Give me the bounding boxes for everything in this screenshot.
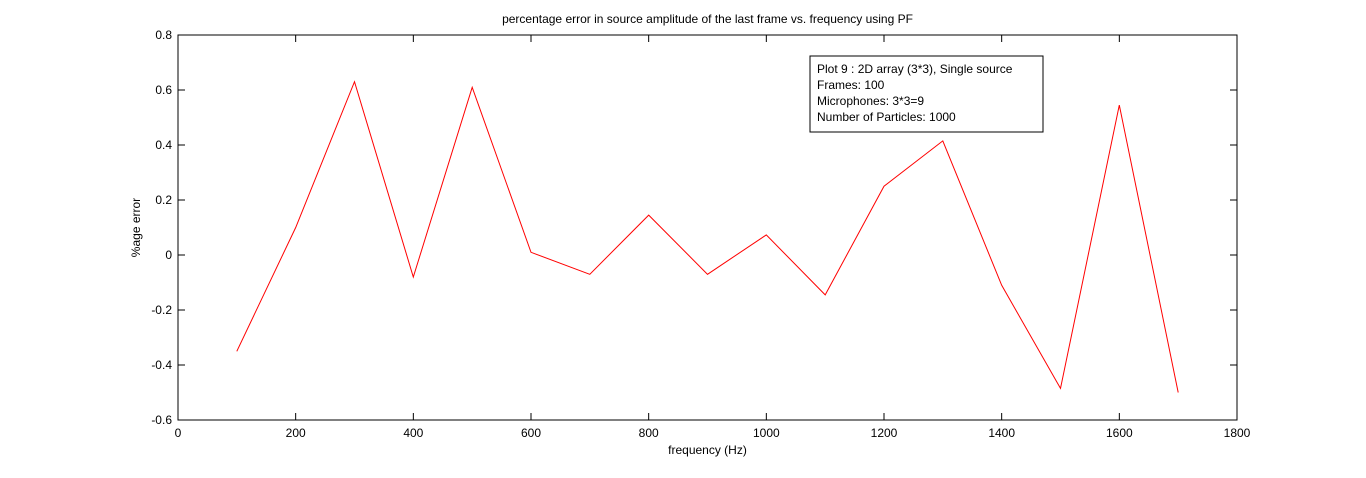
y-tick-label: -0.2 (151, 303, 172, 317)
axis-ticks: 0 200 400 600 800 1000 1200 1400 1600 1800 -0.6 -0.… (151, 28, 1250, 440)
annotation-box: Plot 9 : 2D array (3*3), Single source F… (809, 55, 1044, 133)
x-tick-label: 1000 (753, 426, 780, 440)
annotation-line: Frames: 100 (817, 78, 885, 92)
x-tick-label: 400 (403, 426, 423, 440)
x-tick-label: 1600 (1106, 426, 1133, 440)
y-tick-label: 0.8 (155, 28, 172, 42)
series-layer (236, 80, 1179, 393)
x-tick-label: 1400 (988, 426, 1015, 440)
plot-area (177, 34, 1238, 421)
annotation-line: Microphones: 3*3=9 (817, 94, 924, 108)
x-tick-label: 800 (639, 426, 659, 440)
y-tick-label: 0.4 (155, 138, 172, 152)
y-tick-label: 0 (165, 248, 172, 262)
y-axis-label: %age error (129, 198, 143, 257)
chart-title: percentage error in source amplitude of … (502, 12, 913, 26)
x-tick-label: 600 (521, 426, 541, 440)
annotation-border (809, 55, 1044, 133)
y-tick-label: 0.6 (155, 83, 172, 97)
x-tick-label: 200 (286, 426, 306, 440)
y-tick-label: -0.4 (151, 358, 172, 372)
series-line (236, 80, 1179, 393)
y-tick-label: -0.6 (151, 413, 172, 427)
x-axis-label: frequency (Hz) (668, 443, 747, 457)
annotation-line: Plot 9 : 2D array (3*3), Single source (817, 62, 1013, 76)
annotation-line: Number of Particles: 1000 (817, 110, 956, 124)
x-tick-label: 1200 (871, 426, 898, 440)
y-tick-label: 0.2 (155, 193, 172, 207)
x-tick-label: 0 (175, 426, 182, 440)
x-tick-label: 1800 (1224, 426, 1251, 440)
